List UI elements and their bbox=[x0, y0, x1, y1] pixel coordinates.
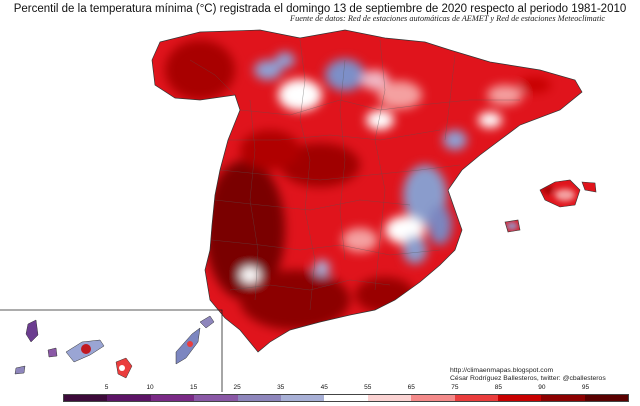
canary-island-la-gomera bbox=[47, 347, 58, 358]
balearic-islands bbox=[504, 179, 597, 233]
peninsula-region bbox=[151, 29, 583, 353]
colorbar-tick-label: 45 bbox=[320, 384, 328, 391]
colorbar-tick-label: 35 bbox=[277, 384, 285, 391]
colorbar-tick-label: 85 bbox=[494, 384, 502, 391]
colorbar-tick-label: 10 bbox=[146, 384, 154, 391]
colorbar-tick-label: 25 bbox=[233, 384, 241, 391]
credit-url: http://climaenmapas.blogspot.com bbox=[450, 367, 554, 374]
colorbar bbox=[63, 394, 629, 402]
colorbar-tick-label: 90 bbox=[538, 384, 546, 391]
colorbar-swatch bbox=[64, 395, 108, 401]
canary-island-la-palma bbox=[25, 319, 39, 343]
colorbar-swatch bbox=[237, 395, 281, 401]
colorbar-tick-label: 75 bbox=[451, 384, 459, 391]
colorbar-swatch bbox=[454, 395, 498, 401]
colorbar-tick-label: 15 bbox=[189, 384, 198, 391]
map-title: Percentil de la temperatura mínima (°C) … bbox=[13, 3, 627, 15]
canary-island-fuerteventura bbox=[175, 327, 201, 365]
colorbar-swatch bbox=[150, 395, 195, 401]
colorbar-tick-label: 65 bbox=[407, 384, 415, 391]
colorbar-swatch bbox=[194, 395, 238, 401]
colorbar-swatch bbox=[107, 395, 151, 401]
canary-islands-inset bbox=[0, 309, 223, 392]
colorbar-swatch bbox=[367, 395, 412, 401]
colorbar-tick-label: 95 bbox=[581, 384, 590, 391]
credit-author: César Rodríguez Ballesteros, twitter: @c… bbox=[450, 375, 606, 382]
colorbar-swatch bbox=[324, 395, 368, 401]
colorbar-tick-label: 55 bbox=[364, 384, 372, 391]
colorbar-swatch bbox=[584, 395, 629, 401]
map-subtitle: Fuente de datos: Red de estaciones autom… bbox=[290, 14, 606, 23]
colorbar-swatch bbox=[497, 395, 542, 401]
colorbar-swatch bbox=[280, 395, 325, 401]
colorbar-swatch bbox=[541, 395, 585, 401]
canary-island-gran-canaria bbox=[115, 357, 133, 379]
canary-island-lanzarote bbox=[199, 315, 215, 329]
colorbar-swatch bbox=[411, 395, 455, 401]
colorbar-tick-label: 5 bbox=[104, 384, 109, 391]
canary-island-tenerife bbox=[65, 339, 105, 363]
canary-island-el-hierro bbox=[14, 365, 26, 375]
